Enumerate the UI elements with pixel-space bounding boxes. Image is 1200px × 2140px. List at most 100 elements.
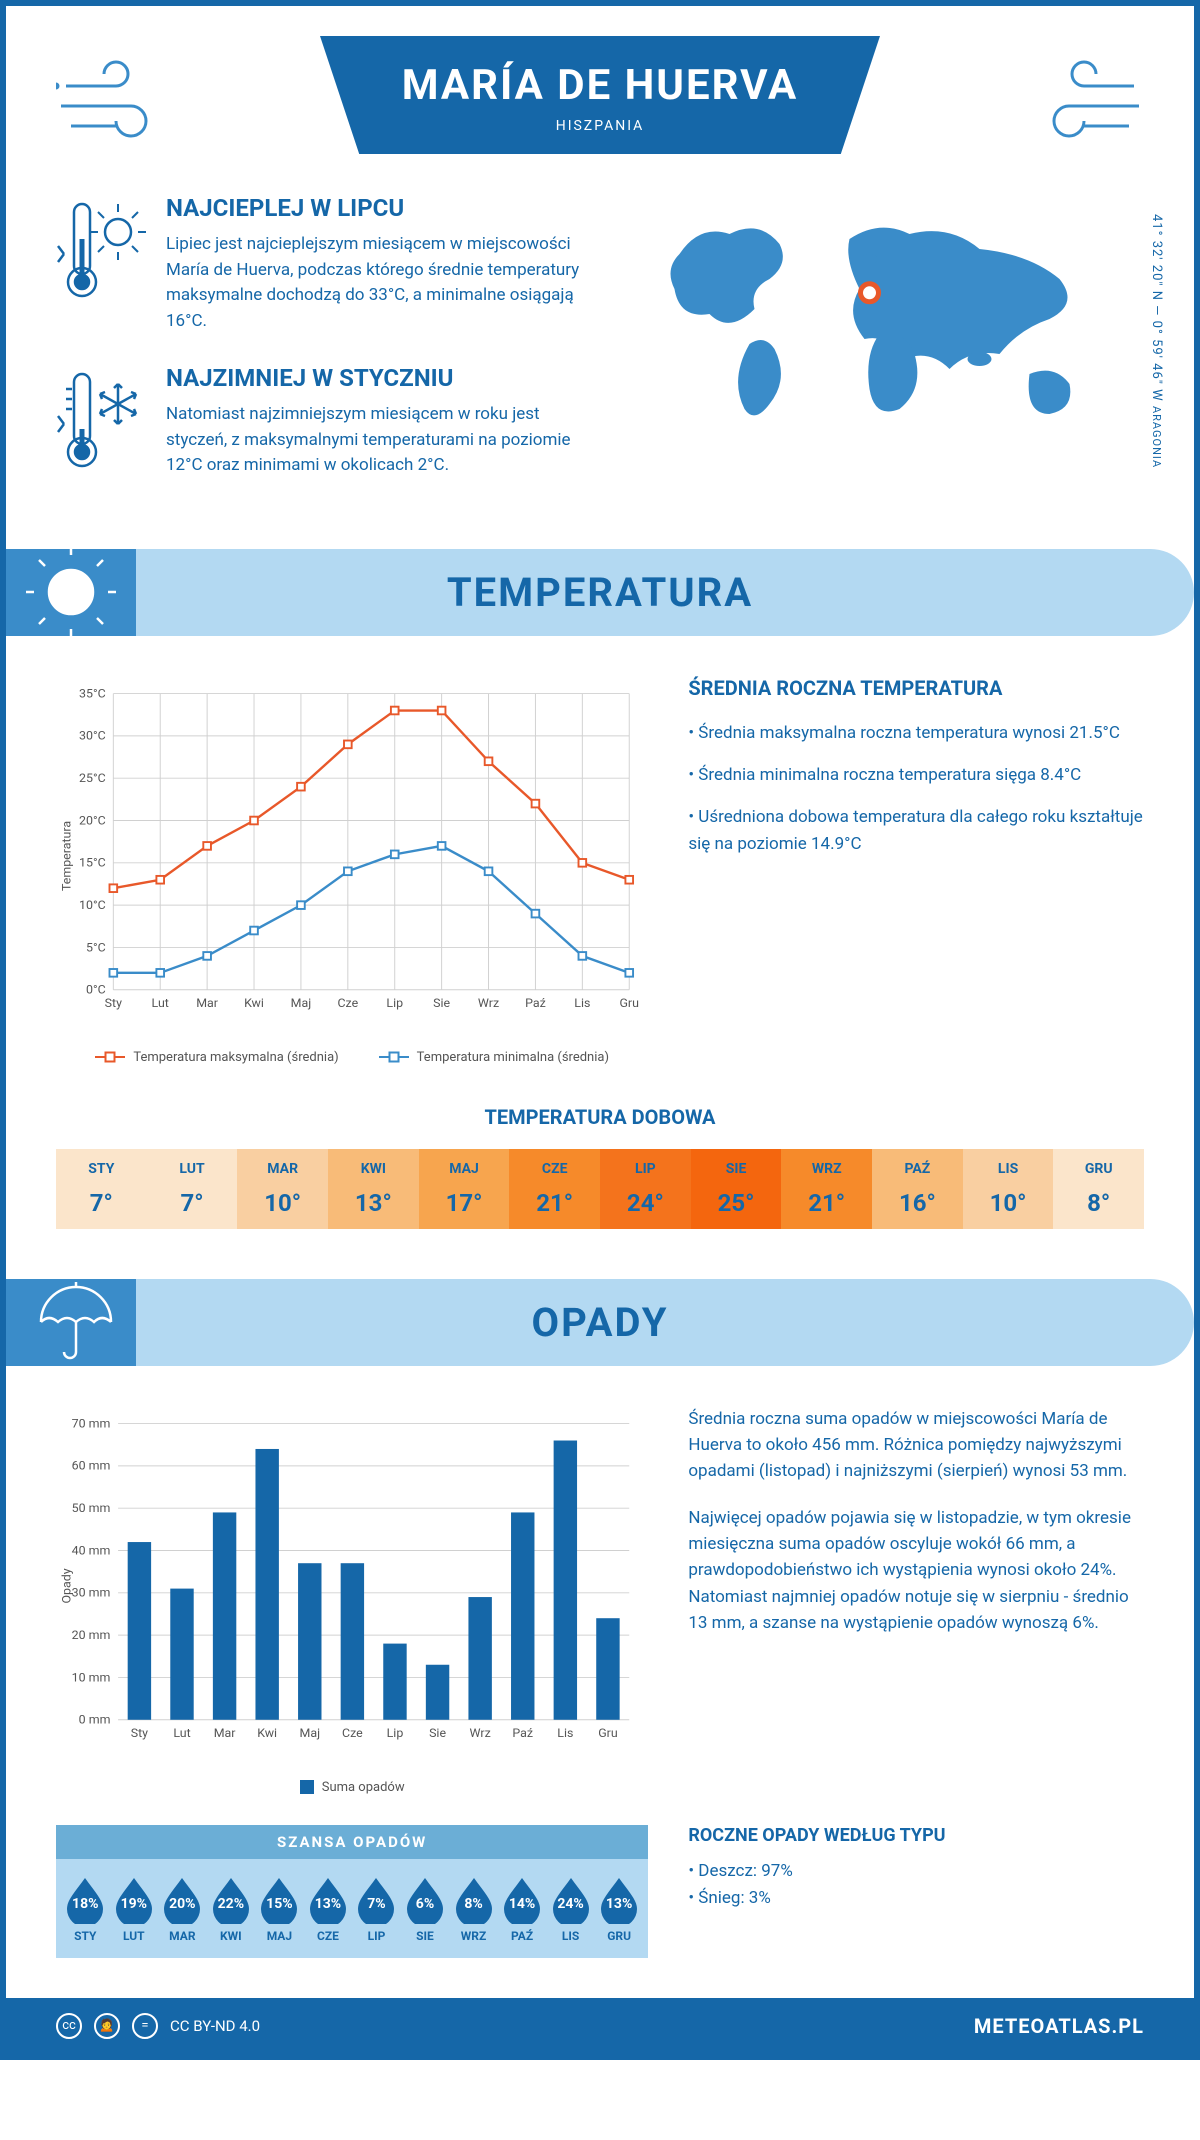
precip-chart: 0 mm 10 mm 20 mm 30 mm 40 mm 50 mm 60 mm 70 mm S… <box>56 1406 648 1795</box>
nd-icon: = <box>132 2013 158 2039</box>
svg-text:Mar: Mar <box>196 995 219 1010</box>
daily-temp-table: STY7°LUT7°MAR10°KWI13°MAJ17°CZE21°LIP24°… <box>56 1149 1144 1229</box>
daily-temp-cell: MAJ17° <box>419 1149 510 1229</box>
temperature-chart: 0°C 5°C 10°C 15°C 20°C 25°C 30°C 35°C Sty Lut Mar K… <box>56 676 648 1065</box>
warmest-block: NAJCIEPLEJ W LIPCU Lipiec jest najcieple… <box>56 194 585 334</box>
svg-text:5°C: 5°C <box>86 940 106 955</box>
by-icon: 🙍 <box>94 2013 120 2039</box>
daily-temp-cell: GRU8° <box>1053 1149 1144 1229</box>
svg-text:20 mm: 20 mm <box>72 1627 111 1642</box>
svg-text:Maj: Maj <box>299 1725 320 1740</box>
svg-text:15°C: 15°C <box>79 855 106 870</box>
svg-text:Paź: Paź <box>512 1725 533 1740</box>
svg-text:Maj: Maj <box>291 995 312 1010</box>
thermometer-hot-icon <box>56 194 146 334</box>
warmest-title: NAJCIEPLEJ W LIPCU <box>166 194 585 222</box>
svg-text:Lip: Lip <box>386 995 403 1010</box>
svg-text:Wrz: Wrz <box>478 995 499 1010</box>
svg-text:10 mm: 10 mm <box>72 1670 111 1685</box>
cc-icon: cc <box>56 2013 82 2039</box>
warmest-text: Lipiec jest najcieplejszym miesiącem w m… <box>166 232 585 334</box>
svg-text:30 mm: 30 mm <box>72 1585 111 1600</box>
chance-cell: 6%SIE <box>401 1874 450 1943</box>
svg-text:Lut: Lut <box>173 1725 190 1740</box>
daily-temp-cell: PAŹ16° <box>872 1149 963 1229</box>
umbrella-icon <box>6 1279 136 1366</box>
precip-title: OPADY <box>6 1299 1194 1346</box>
svg-text:Cze: Cze <box>337 995 358 1010</box>
chance-cell: 13%CZE <box>304 1874 353 1943</box>
daily-temp-cell: CZE21° <box>509 1149 600 1229</box>
daily-temp-cell: STY7° <box>56 1149 147 1229</box>
precip-banner: OPADY <box>6 1279 1194 1366</box>
precip-type: ROCZNE OPADY WEDŁUG TYPU • Deszcz: 97% •… <box>688 1825 1144 1958</box>
svg-text:Cze: Cze <box>342 1725 363 1740</box>
daily-temp-cell: WRZ21° <box>781 1149 872 1229</box>
precip-chance: SZANSA OPADÓW 18%STY19%LUT20%MAR22%KWI15… <box>56 1825 648 1958</box>
chance-cell: 20%MAR <box>158 1874 207 1943</box>
legend-max: Temperatura maksymalna (średnia) <box>95 1050 338 1065</box>
chance-cell: 22%KWI <box>207 1874 256 1943</box>
chance-cell: 15%MAJ <box>255 1874 304 1943</box>
svg-text:Temperatura: Temperatura <box>59 820 74 890</box>
svg-text:Gru: Gru <box>619 995 639 1010</box>
daily-temp-cell: SIE25° <box>691 1149 782 1229</box>
coldest-block: NAJZIMNIEJ W STYCZNIU Natomiast najzimni… <box>56 364 585 479</box>
precip-info: Średnia roczna suma opadów w miejscowośc… <box>688 1406 1144 1795</box>
coldest-text: Natomiast najzimniejszym miesiącem w rok… <box>166 402 585 479</box>
daily-temp-cell: MAR10° <box>237 1149 328 1229</box>
chance-cell: 18%STY <box>61 1874 110 1943</box>
legend-precip: Suma opadów <box>300 1780 405 1795</box>
chance-cell: 14%PAŹ <box>498 1874 547 1943</box>
svg-text:10°C: 10°C <box>79 897 106 912</box>
site-label: METEOATLAS.PL <box>974 2014 1144 2038</box>
svg-text:Sty: Sty <box>131 1725 148 1740</box>
footer: cc 🙍 = CC BY-ND 4.0 METEOATLAS.PL <box>6 1998 1194 2054</box>
chance-cell: 13%GRU <box>595 1874 644 1943</box>
chance-cell: 24%LIS <box>546 1874 595 1943</box>
svg-text:70 mm: 70 mm <box>72 1416 111 1431</box>
svg-text:50 mm: 50 mm <box>72 1501 111 1516</box>
page-title: MARÍA DE HUERVA <box>400 61 800 110</box>
coldest-title: NAJZIMNIEJ W STYCZNIU <box>166 364 585 392</box>
chance-cell: 8%WRZ <box>449 1874 498 1943</box>
svg-text:Opady: Opady <box>59 1568 74 1603</box>
daily-temp-cell: LIS10° <box>963 1149 1054 1229</box>
svg-text:30°C: 30°C <box>79 728 106 743</box>
daily-temp-cell: LIP24° <box>600 1149 691 1229</box>
header: MARÍA DE HUERVA HISZPANIA <box>56 36 1144 154</box>
svg-text:Lis: Lis <box>557 1725 573 1740</box>
license-label: CC BY-ND 4.0 <box>170 2017 260 2035</box>
svg-text:Lip: Lip <box>387 1725 404 1740</box>
svg-text:Wrz: Wrz <box>470 1725 491 1740</box>
daily-temp-title: TEMPERATURA DOBOWA <box>56 1105 1144 1129</box>
wind-icon <box>56 56 176 150</box>
daily-temp-cell: LUT7° <box>147 1149 238 1229</box>
chance-cell: 19%LUT <box>110 1874 159 1943</box>
world-map <box>615 194 1144 454</box>
sun-icon <box>6 549 136 636</box>
svg-text:Kwi: Kwi <box>257 1725 277 1740</box>
svg-text:Gru: Gru <box>598 1725 618 1740</box>
svg-text:40 mm: 40 mm <box>72 1543 111 1558</box>
svg-text:25°C: 25°C <box>79 771 106 786</box>
temperature-title: TEMPERATURA <box>6 569 1194 616</box>
daily-temp-cell: KWI13° <box>328 1149 419 1229</box>
svg-text:Sie: Sie <box>429 1725 446 1740</box>
svg-text:Kwi: Kwi <box>244 995 264 1010</box>
svg-text:0 mm: 0 mm <box>79 1712 111 1727</box>
svg-text:0°C: 0°C <box>86 982 106 997</box>
temperature-info: ŚREDNIA ROCZNA TEMPERATURA • Średnia mak… <box>688 676 1144 1065</box>
svg-text:Lut: Lut <box>152 995 169 1010</box>
wind-icon <box>1024 56 1144 150</box>
svg-text:Lis: Lis <box>574 995 590 1010</box>
svg-text:Sie: Sie <box>433 995 450 1010</box>
temperature-banner: TEMPERATURA <box>6 549 1194 636</box>
coordinates: 41° 32' 20" N — 0° 59' 46" W ARAGONIA <box>1149 214 1164 468</box>
svg-text:20°C: 20°C <box>79 813 106 828</box>
svg-text:35°C: 35°C <box>79 686 106 701</box>
svg-text:Sty: Sty <box>105 995 122 1010</box>
svg-text:60 mm: 60 mm <box>72 1458 111 1473</box>
legend-min: Temperatura minimalna (średnia) <box>379 1050 609 1065</box>
thermometer-cold-icon <box>56 364 146 479</box>
